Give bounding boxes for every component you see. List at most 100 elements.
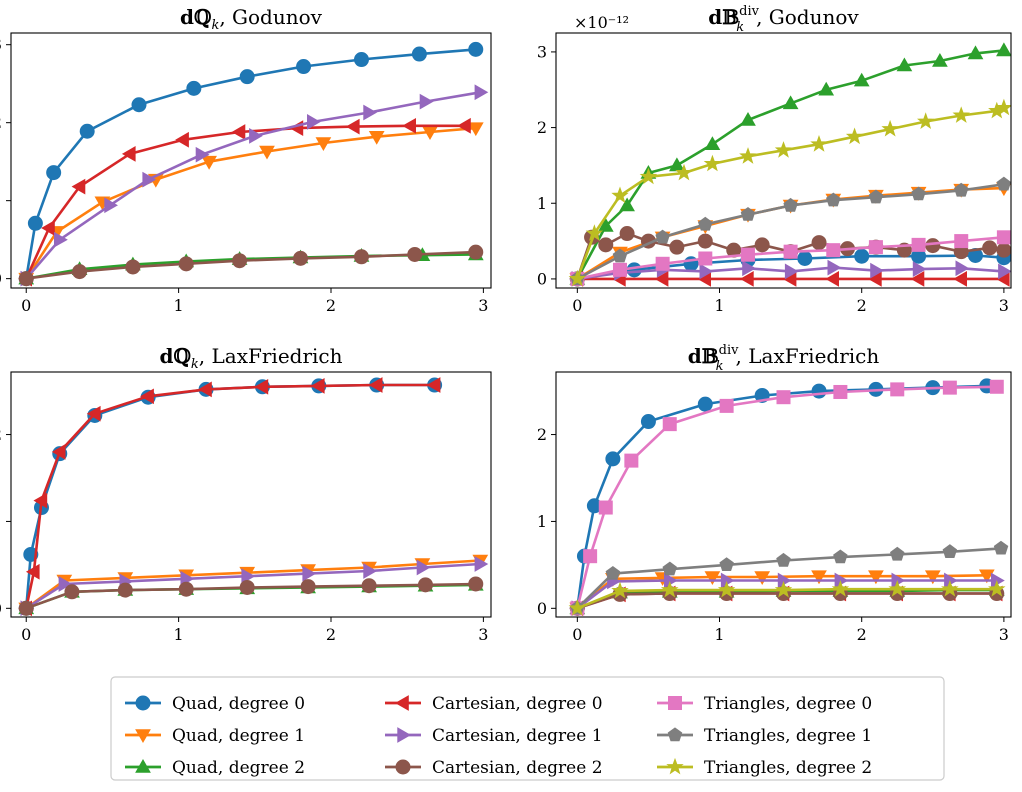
data-point	[232, 253, 248, 269]
x-tick-label: 1	[714, 296, 724, 315]
data-point	[568, 599, 587, 616]
data-point	[605, 565, 621, 580]
data-point	[585, 224, 604, 241]
data-point	[468, 244, 484, 260]
data-point	[754, 237, 770, 253]
data-point	[598, 237, 614, 253]
data-point	[361, 578, 377, 594]
plot-area	[18, 41, 489, 287]
data-point	[978, 569, 995, 584]
data-point	[310, 378, 325, 394]
x-tick-label: 3	[999, 625, 1009, 644]
legend-label: Cartesian, degree 2	[432, 758, 603, 778]
x-tick-label: 2	[857, 625, 867, 644]
legend-marker	[397, 727, 412, 743]
data-point	[998, 263, 1011, 280]
data-point	[640, 414, 656, 430]
data-point	[662, 417, 677, 432]
data-point	[953, 271, 967, 287]
legend: Quad, degree 0 Quad, degree 1 Quad, degree…	[110, 676, 945, 781]
data-point	[912, 261, 927, 277]
data-point	[619, 226, 635, 242]
data-point	[51, 444, 66, 460]
legend-label: Quad, degree 0	[172, 694, 305, 714]
series-line-1	[24, 383, 435, 609]
legend-label: Quad, degree 2	[172, 758, 305, 778]
legend-entry: Triangles, degree 0	[657, 694, 872, 714]
series-line-4	[24, 383, 435, 609]
data-point	[419, 93, 434, 110]
y-tick-label: 0	[537, 269, 547, 288]
data-point	[704, 136, 721, 150]
data-point	[474, 84, 489, 101]
legend-label: Cartesian, degree 0	[432, 694, 603, 714]
data-point	[811, 235, 827, 251]
data-point	[996, 242, 1011, 258]
data-point	[142, 171, 157, 188]
data-point	[826, 243, 841, 258]
data-point	[719, 398, 734, 413]
data-point	[827, 259, 842, 276]
data-point	[597, 217, 614, 232]
data-point	[896, 57, 913, 72]
data-point	[888, 580, 907, 597]
data-point	[254, 378, 269, 395]
data-point	[868, 240, 883, 255]
data-point	[754, 571, 771, 586]
data-point	[619, 197, 635, 212]
data-point	[605, 451, 621, 467]
legend-entry: Cartesian, degree 1	[385, 726, 603, 746]
data-point	[345, 118, 360, 135]
data-point	[231, 124, 246, 140]
data-point	[368, 131, 385, 145]
x-tick-label: 2	[326, 296, 336, 315]
data-point	[783, 244, 798, 259]
data-point	[910, 271, 925, 287]
data-point	[72, 264, 88, 280]
data-point	[995, 98, 1011, 116]
data-point	[742, 260, 757, 277]
legend-entry: Quad, degree 2	[125, 758, 305, 778]
y-tick-label: 1	[0, 191, 2, 210]
data-point	[719, 557, 734, 571]
legend-marker	[135, 758, 151, 773]
legend-entry: Triangles, degree 2	[657, 757, 872, 778]
data-point	[363, 563, 378, 579]
data-point	[881, 119, 899, 137]
data-point	[79, 123, 95, 139]
data-point	[71, 178, 86, 195]
data-point	[782, 95, 799, 110]
data-point	[125, 259, 141, 275]
data-point	[86, 405, 101, 422]
legend-marker	[666, 757, 684, 775]
chart-panel-1: 0 1 2 3 0 1 2 3 dℚk, Godunov	[0, 5, 492, 315]
data-point	[315, 137, 332, 152]
data-point	[241, 568, 256, 585]
data-point	[941, 580, 959, 597]
data-point	[916, 112, 935, 129]
data-point	[774, 580, 793, 598]
legend-marker	[395, 759, 411, 775]
x-tick-label: 1	[174, 296, 184, 315]
data-point	[740, 206, 756, 221]
data-point	[195, 146, 210, 163]
data-point	[955, 260, 970, 277]
axes-frame	[555, 371, 1012, 618]
data-point	[890, 382, 905, 397]
y-tick-label: 2	[537, 118, 547, 137]
data-point	[740, 111, 756, 126]
data-point	[457, 117, 471, 134]
chart-title: dℚk, LaxFriedrich	[159, 344, 342, 372]
data-point	[797, 250, 813, 266]
data-point	[942, 544, 958, 558]
data-point	[967, 247, 983, 263]
y-tick-label: 0	[0, 269, 2, 288]
data-point	[952, 106, 970, 123]
x-tick-label: 1	[714, 625, 724, 644]
data-point	[703, 154, 722, 172]
data-point	[996, 176, 1011, 191]
data-point	[784, 263, 799, 280]
data-point	[988, 580, 1006, 597]
data-point	[612, 262, 627, 277]
